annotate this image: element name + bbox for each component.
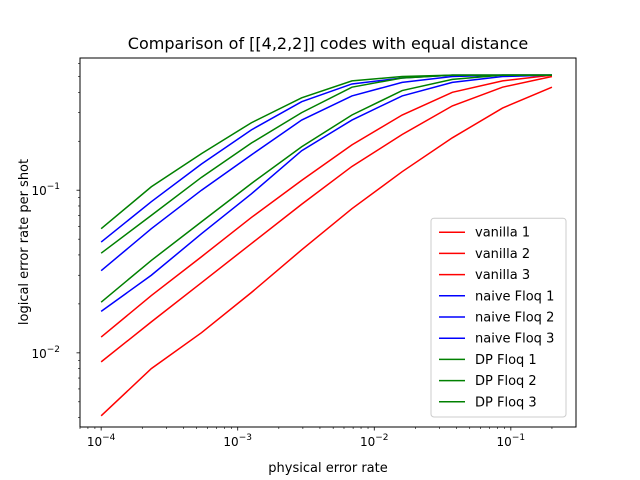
- x-axis-label: physical error rate: [268, 461, 387, 476]
- y-axis-ticks: 10−210−1: [31, 63, 80, 418]
- x-tick-base: 10: [223, 435, 238, 449]
- legend-label: vanilla 2: [475, 247, 530, 262]
- x-tick-base: 10: [497, 435, 512, 449]
- y-axis-label: logical error rate per shot: [17, 159, 32, 325]
- x-tick-label: 10−2: [360, 433, 389, 449]
- legend: vanilla 1 vanilla 2 vanilla 3 naive Floq 1 n…: [430, 217, 567, 418]
- legend-label: DP Floq 1: [475, 353, 537, 368]
- plot-frame: [79, 57, 577, 428]
- legend-label: naive Floq 1: [475, 289, 554, 304]
- x-tick-exponent: −3: [239, 433, 252, 443]
- legend-label: vanilla 3: [475, 268, 530, 283]
- y-tick-label: 10−1: [31, 182, 60, 198]
- legend-label: DP Floq 3: [475, 395, 537, 410]
- legend-box: [430, 217, 567, 418]
- x-tick-base: 10: [360, 435, 375, 449]
- y-tick-base: 10: [31, 347, 46, 361]
- x-axis-ticks: 10−4 10−3 10−2 10−1: [79, 427, 553, 449]
- x-tick-label: 10−1: [497, 433, 526, 449]
- legend-label: naive Floq 3: [475, 332, 554, 347]
- y-tick-exponent: −1: [47, 182, 60, 192]
- x-tick-exponent: −2: [375, 433, 388, 443]
- x-tick-exponent: −4: [102, 433, 116, 443]
- legend-label: naive Floq 2: [475, 311, 554, 326]
- y-tick-label: 10−2: [31, 345, 60, 361]
- x-tick-base: 10: [87, 435, 102, 449]
- series-line-3: [100, 74, 553, 338]
- legend-label: vanilla 1: [475, 226, 530, 241]
- series-line-9: [100, 74, 552, 230]
- chart-title: Comparison of [[4,2,2]] codes with equal…: [128, 34, 528, 53]
- series-line-4: [100, 74, 552, 312]
- legend-label: DP Floq 2: [475, 374, 537, 389]
- x-tick-exponent: −1: [512, 433, 525, 443]
- series-line-7: [100, 74, 552, 303]
- y-tick-exponent: −2: [47, 345, 60, 355]
- x-tick-label: 10−4: [87, 433, 116, 449]
- series-line-2: [100, 75, 553, 363]
- series-line-1: [100, 86, 553, 417]
- y-tick-base: 10: [31, 184, 46, 198]
- x-tick-label: 10−3: [223, 433, 252, 449]
- plot-lines: [100, 74, 553, 417]
